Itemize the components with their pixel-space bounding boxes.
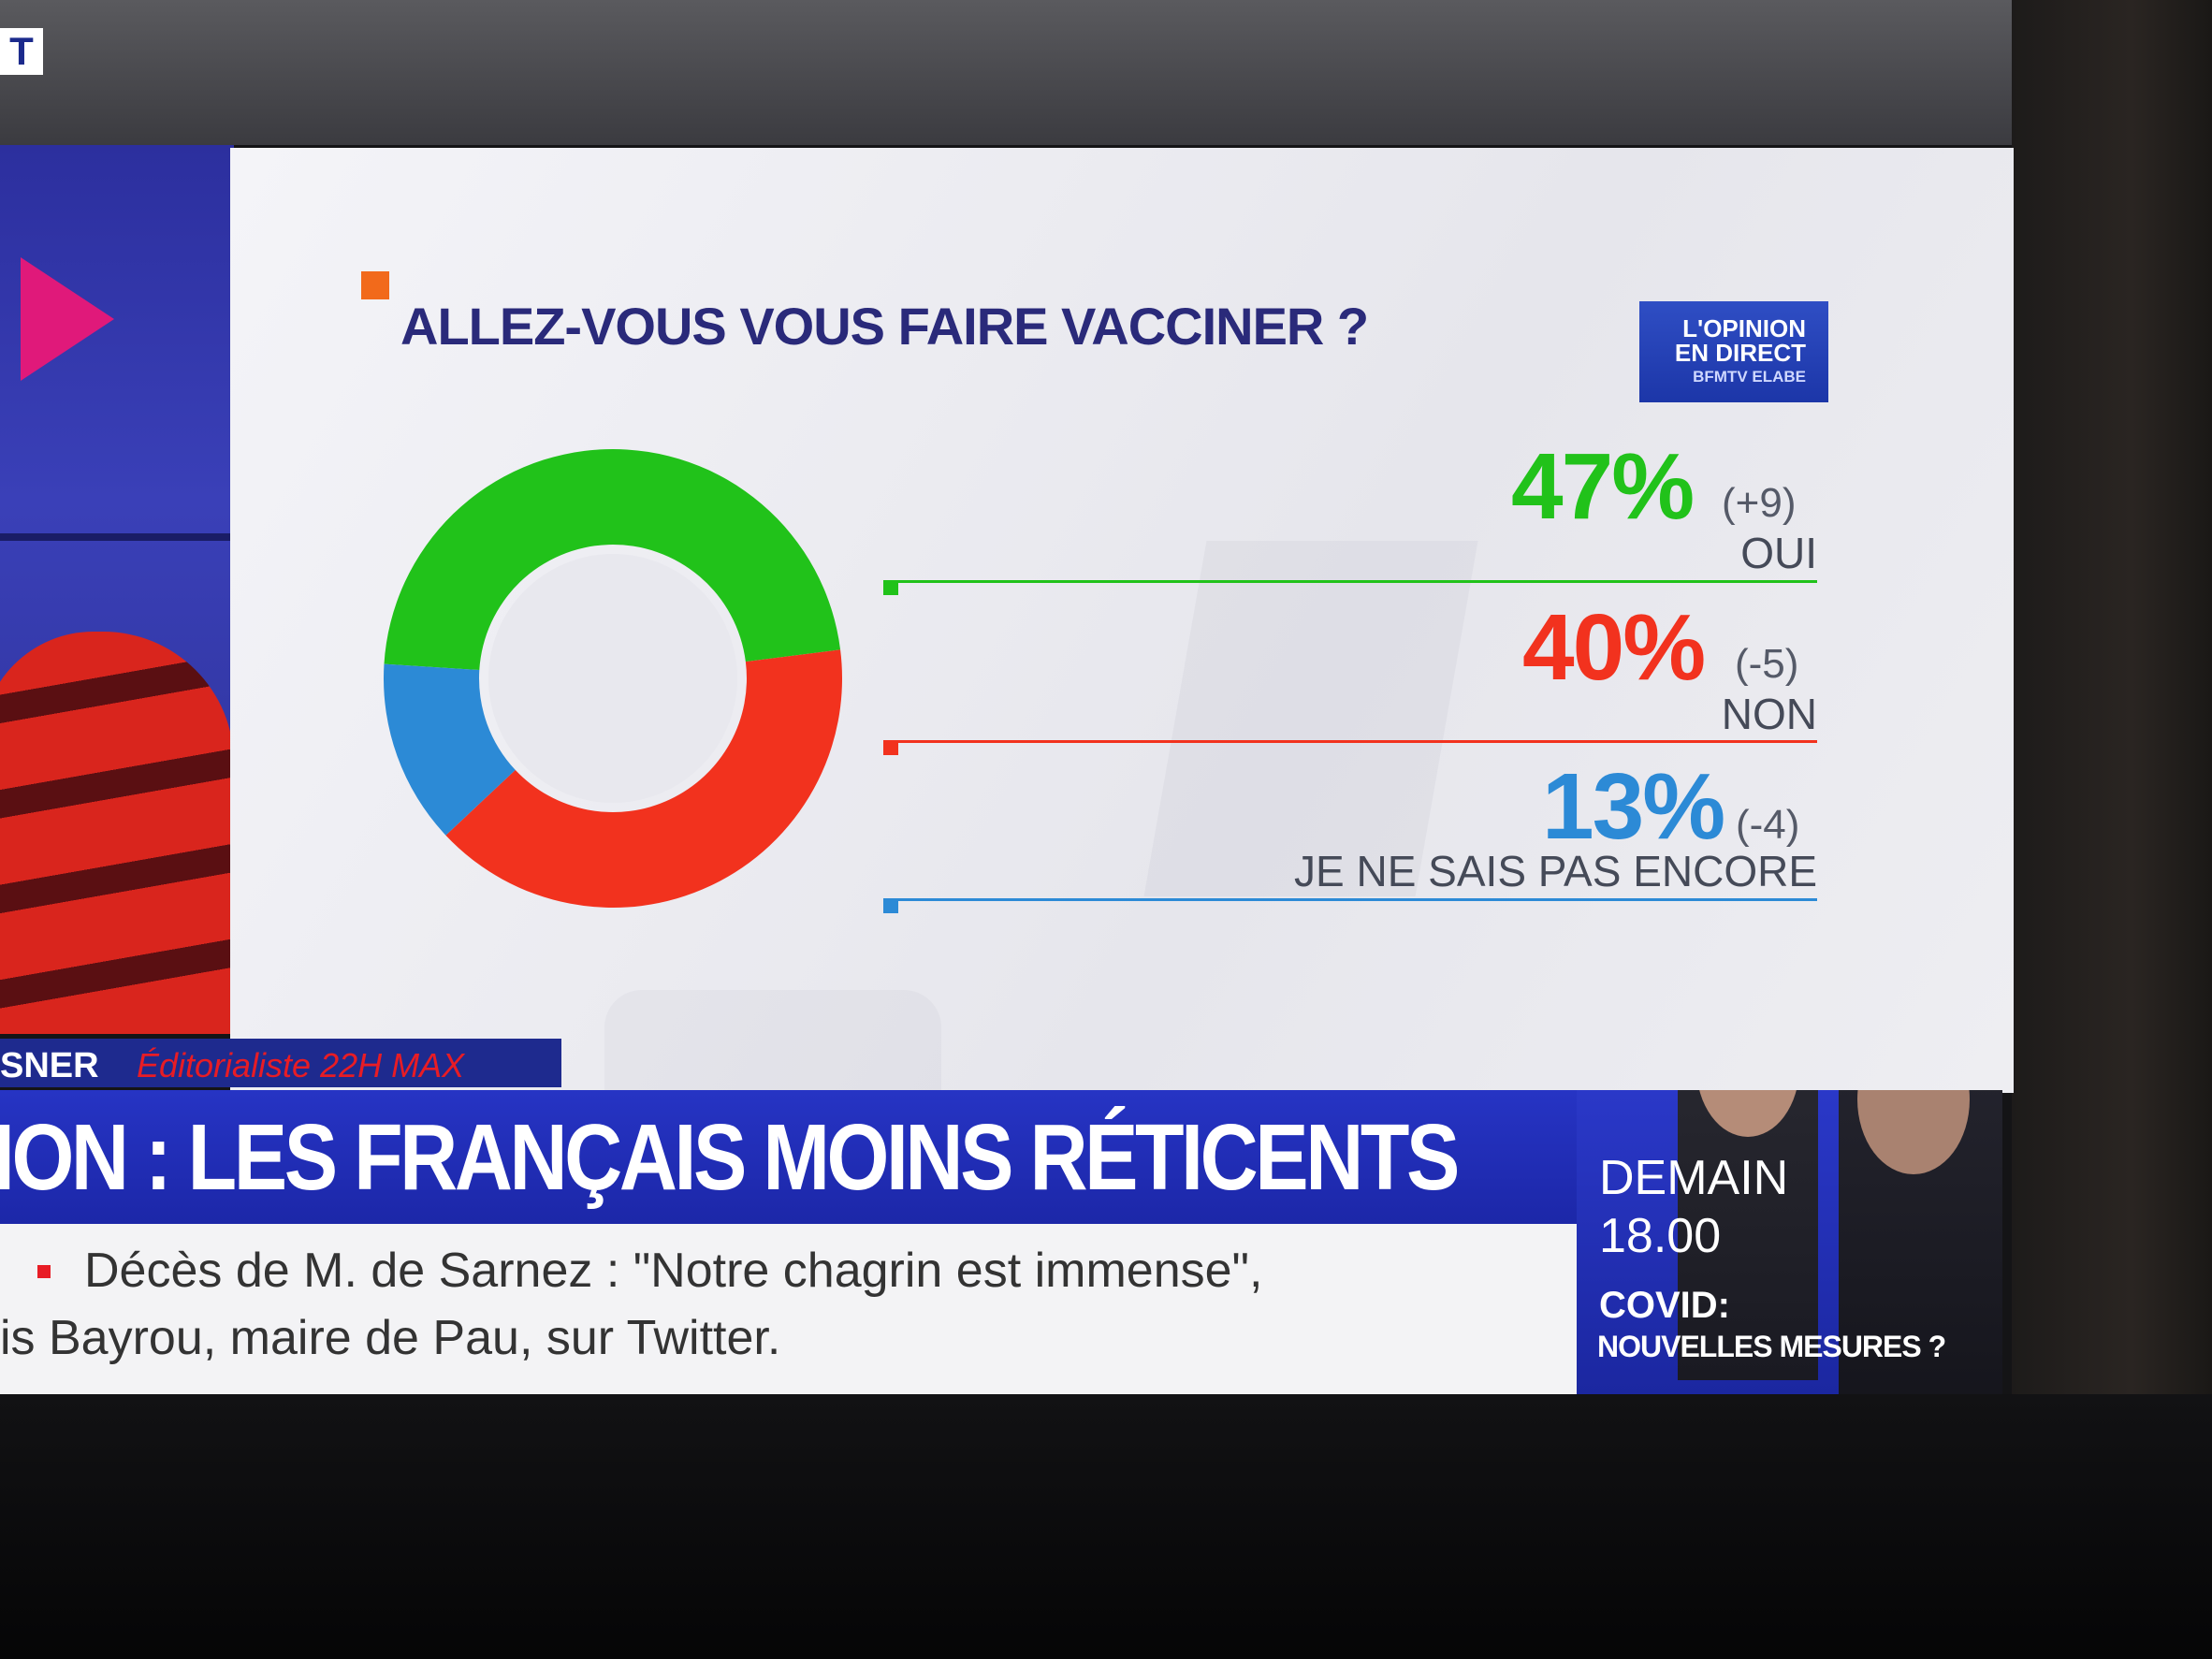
studio-divider <box>0 533 234 541</box>
promo-topic: COVID: <box>1599 1285 1730 1326</box>
slice-label-nsp: JE NE SAIS PAS ENCORE <box>1294 847 1817 895</box>
panel-decoration <box>1143 541 1478 896</box>
headline: ION : LES FRANÇAIS MOINS RÉTICENTS <box>0 1105 1460 1210</box>
legend-tick-non <box>883 740 898 755</box>
slice-change-non: (-5) <box>1735 641 1799 687</box>
chart-title: ALLEZ-VOUS VOUS FAIRE VACCINER ? <box>400 297 1369 356</box>
opinion-badge: L'OPINION EN DIRECT BFMTV ELABE <box>1639 301 1828 402</box>
slice-change-nsp: (-4) <box>1736 802 1800 848</box>
promo-time: 18.00 <box>1599 1209 1722 1263</box>
slice-label-non: NON <box>1721 690 1817 738</box>
legend-tick-nsp <box>883 898 898 913</box>
legend-rule-nsp <box>883 898 1817 901</box>
name-strip <box>0 1039 561 1087</box>
guest-role: Éditorialiste 22H MAX <box>137 1046 465 1084</box>
donut-hole <box>488 554 737 803</box>
ticker-line-1: Décès de M. de Sarnez : "Notre chagrin e… <box>84 1244 1263 1298</box>
promo-box: DEMAIN 18.00 COVID: NOUVELLES MESURES ? <box>1577 1090 2002 1394</box>
ticker-bullet-icon <box>37 1265 51 1278</box>
badge-line-2: EN DIRECT <box>1674 339 1806 367</box>
legend-rule-non <box>883 740 1817 743</box>
slice-change-oui: (+9) <box>1722 480 1797 526</box>
legend-rule-oui <box>883 580 1817 583</box>
guest-name: SNER <box>0 1046 99 1085</box>
slice-label-oui: OUI <box>1740 529 1817 577</box>
tv-frame-top <box>0 0 2012 145</box>
presenter <box>0 632 234 1034</box>
legend-tick-oui <box>883 580 898 595</box>
promo-when: DEMAIN <box>1599 1151 1789 1205</box>
play-icon <box>21 257 114 381</box>
ticker-line-2: is Bayrou, maire de Pau, sur Twitter. <box>0 1311 781 1365</box>
slice-percent-non: 40% <box>1522 595 1706 700</box>
promo-person-left <box>1678 1090 1818 1380</box>
slice-percent-nsp: 13% <box>1542 754 1725 859</box>
headline-bar <box>0 1090 1577 1224</box>
title-square-icon <box>361 271 389 299</box>
channel-logo: T <box>0 28 43 75</box>
studio-background <box>0 145 234 1034</box>
donut-slice-non <box>445 649 842 908</box>
ticker-bar <box>0 1224 1577 1394</box>
tv-frame-right <box>2012 0 2212 1659</box>
slice-percent-oui: 47% <box>1511 434 1695 539</box>
donut-slice-oui <box>384 449 841 671</box>
promo-subtitle: NOUVELLES MESURES ? <box>1597 1330 1946 1363</box>
donut-chart <box>384 449 842 908</box>
badge-line-1: L'OPINION <box>1682 314 1806 342</box>
tv-frame-bottom <box>0 1394 2212 1659</box>
badge-line-3: BFMTV ELABE <box>1693 368 1806 386</box>
donut-slice-nsp <box>384 663 516 836</box>
